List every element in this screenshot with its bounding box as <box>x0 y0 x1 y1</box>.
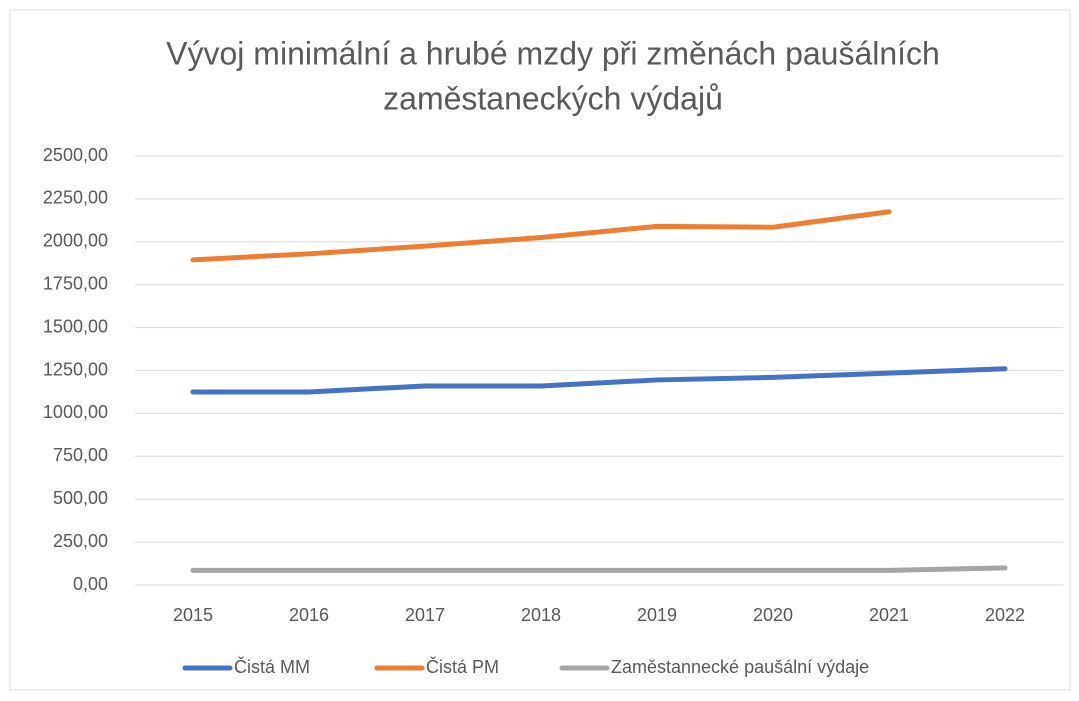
series-line <box>190 366 1008 395</box>
x-tick-label: 2021 <box>869 605 909 625</box>
x-tick-label: 2015 <box>173 605 213 625</box>
x-tick-label: 2017 <box>405 605 445 625</box>
y-tick-label: 750,00 <box>53 445 108 465</box>
y-tick-label: 0,00 <box>73 574 108 594</box>
x-tick-label: 2020 <box>753 605 793 625</box>
series-line <box>190 565 1008 573</box>
y-tick-label: 2000,00 <box>43 231 108 251</box>
legend-label: Čistá MM <box>234 656 310 677</box>
chart-title: zaměstaneckých výdajů <box>383 80 723 116</box>
y-tick-label: 250,00 <box>53 531 108 551</box>
x-tick-label: 2016 <box>289 605 329 625</box>
legend-label: Čistá PM <box>426 656 499 677</box>
series-line <box>190 209 892 263</box>
y-tick-label: 1750,00 <box>43 273 108 293</box>
chart-title: Vývoj minimální a hrubé mzdy při změnách… <box>166 35 940 71</box>
x-tick-label: 2019 <box>637 605 677 625</box>
y-tick-label: 1250,00 <box>43 359 108 379</box>
chart-border <box>9 9 1071 691</box>
y-tick-label: 1000,00 <box>43 402 108 422</box>
y-tick-label: 500,00 <box>53 488 108 508</box>
y-tick-label: 1500,00 <box>43 316 108 336</box>
legend-label: Zaměstannecké paušální výdaje <box>611 657 869 677</box>
x-tick-label: 2018 <box>521 605 561 625</box>
x-tick-label: 2022 <box>985 605 1025 625</box>
y-tick-label: 2250,00 <box>43 188 108 208</box>
y-tick-label: 2500,00 <box>43 145 108 165</box>
